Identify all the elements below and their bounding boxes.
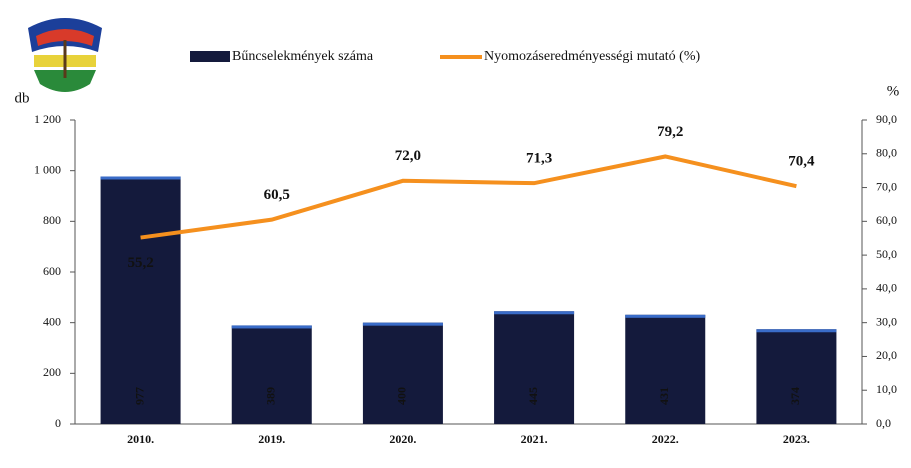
y2ticks-label: 10,0: [876, 382, 897, 396]
yticks-label: 200: [43, 365, 61, 379]
x-tick-label: 2019.: [258, 432, 285, 446]
y2ticks-label: 80,0: [876, 146, 897, 160]
line-value-label: 79,2: [657, 124, 683, 140]
line-value-label: 71,3: [526, 151, 552, 167]
line-value-label: 55,2: [127, 255, 153, 271]
bar-value-label: 374: [788, 387, 802, 405]
y2ticks-label: 70,0: [876, 179, 897, 193]
y2ticks-label: 30,0: [876, 314, 897, 328]
x-tick-label: 2023.: [783, 432, 810, 446]
yticks-label: 1 000: [34, 162, 61, 176]
bar: [625, 314, 706, 424]
legend-label: Bűncselekmények száma: [232, 49, 374, 64]
bar-value-label: 400: [395, 387, 409, 405]
yticks-label: 400: [43, 314, 61, 328]
y2ticks-label: 50,0: [876, 247, 897, 261]
yticks-label: 600: [43, 264, 61, 278]
line-value-label: 60,5: [264, 187, 290, 203]
bar-value-label: 445: [526, 387, 540, 405]
line: [140, 154, 797, 240]
bar: [494, 311, 575, 424]
y2ticks-label: 20,0: [876, 348, 897, 362]
bar-highlight: [362, 322, 443, 326]
bar-highlight: [100, 176, 181, 180]
legend-label: Nyomozáseredményességi mutató (%): [484, 49, 700, 64]
y2ticks-label: 0,0: [876, 416, 891, 430]
legend-swatch: [190, 51, 230, 62]
x-tick-label: 2020.: [389, 432, 416, 446]
y2ticks-label: 90,0: [876, 112, 897, 126]
bar-highlight: [494, 311, 575, 315]
bar: [756, 329, 837, 424]
bar-highlight: [625, 314, 706, 318]
bar-value-label: 977: [132, 387, 146, 405]
y-axis-title: db: [15, 90, 30, 106]
bar-highlight: [231, 325, 312, 329]
x-tick-label: 2010.: [127, 432, 154, 446]
bar: [100, 176, 181, 424]
line-value-label: 72,0: [395, 148, 421, 164]
bar-highlight: [756, 329, 837, 333]
yticks-label: 1 200: [34, 112, 61, 126]
bar: [231, 325, 312, 424]
x-tick-label: 2022.: [652, 432, 679, 446]
yticks-label: 800: [43, 213, 61, 227]
bar-value-label: 431: [657, 387, 671, 405]
x-tick-label: 2021.: [521, 432, 548, 446]
logo: [28, 18, 102, 92]
y2ticks-label: 40,0: [876, 281, 897, 295]
bar-value-label: 389: [264, 387, 278, 405]
yticks-label: 0: [55, 416, 61, 430]
bar: [362, 322, 443, 424]
y2-axis-title: %: [887, 83, 900, 99]
line-value-label: 70,4: [788, 154, 815, 170]
y2ticks-label: 60,0: [876, 213, 897, 227]
